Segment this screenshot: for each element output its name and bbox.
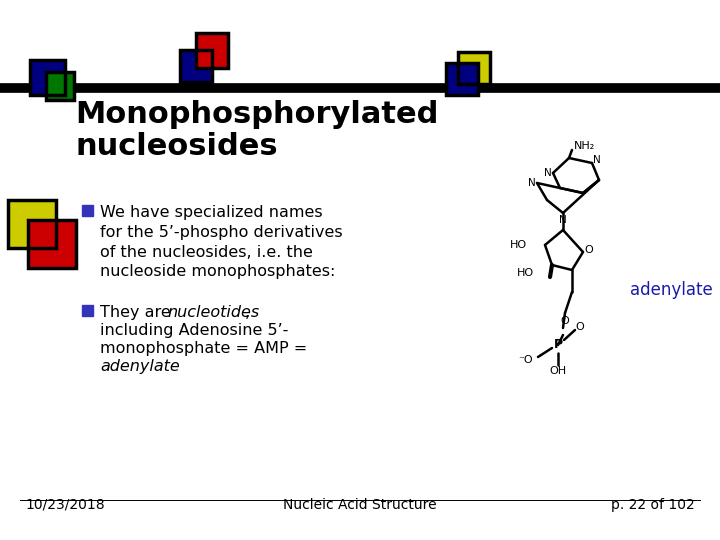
Bar: [446, 63, 478, 95]
Bar: [8, 200, 56, 248]
Text: ,: ,: [245, 305, 250, 320]
Bar: [180, 50, 212, 82]
Text: p. 22 of 102: p. 22 of 102: [611, 498, 695, 512]
Text: monophosphate = AMP =: monophosphate = AMP =: [100, 341, 307, 356]
Text: adenylate: adenylate: [630, 281, 713, 299]
Bar: [82, 305, 93, 316]
Text: We have specialized names
for the 5’-phospho derivatives
of the nucleosides, i.e: We have specialized names for the 5’-pho…: [100, 205, 343, 279]
Bar: [82, 205, 93, 216]
Bar: [180, 50, 212, 82]
Bar: [196, 33, 228, 68]
Text: NH₂: NH₂: [574, 141, 595, 151]
Text: 10/23/2018: 10/23/2018: [25, 498, 104, 512]
Bar: [28, 220, 76, 268]
Bar: [30, 60, 65, 95]
Text: P: P: [554, 339, 562, 352]
Text: Nucleic Acid Structure: Nucleic Acid Structure: [283, 498, 437, 512]
Bar: [28, 220, 76, 268]
Text: N: N: [528, 178, 536, 188]
Text: Monophosphorylated: Monophosphorylated: [75, 100, 438, 129]
Text: O: O: [575, 322, 585, 332]
Bar: [458, 52, 490, 84]
Text: HO: HO: [517, 268, 534, 278]
Text: O: O: [561, 316, 570, 326]
Text: N: N: [544, 168, 552, 178]
Bar: [446, 63, 478, 95]
Bar: [8, 200, 56, 248]
Text: including Adenosine 5’-: including Adenosine 5’-: [100, 323, 289, 338]
Text: N: N: [559, 215, 567, 225]
Text: They are: They are: [100, 305, 176, 320]
Text: ⁻O: ⁻O: [518, 355, 533, 365]
Text: adenylate: adenylate: [100, 359, 180, 374]
Bar: [46, 72, 74, 100]
Bar: [46, 72, 74, 100]
Text: nucleotides: nucleotides: [167, 305, 259, 320]
Bar: [30, 60, 65, 95]
Bar: [196, 33, 228, 68]
Text: HO: HO: [510, 240, 527, 250]
Text: OH: OH: [549, 366, 567, 376]
Text: O: O: [585, 245, 593, 255]
Text: N: N: [593, 155, 601, 165]
Bar: [458, 52, 490, 84]
Text: nucleosides: nucleosides: [75, 132, 278, 161]
